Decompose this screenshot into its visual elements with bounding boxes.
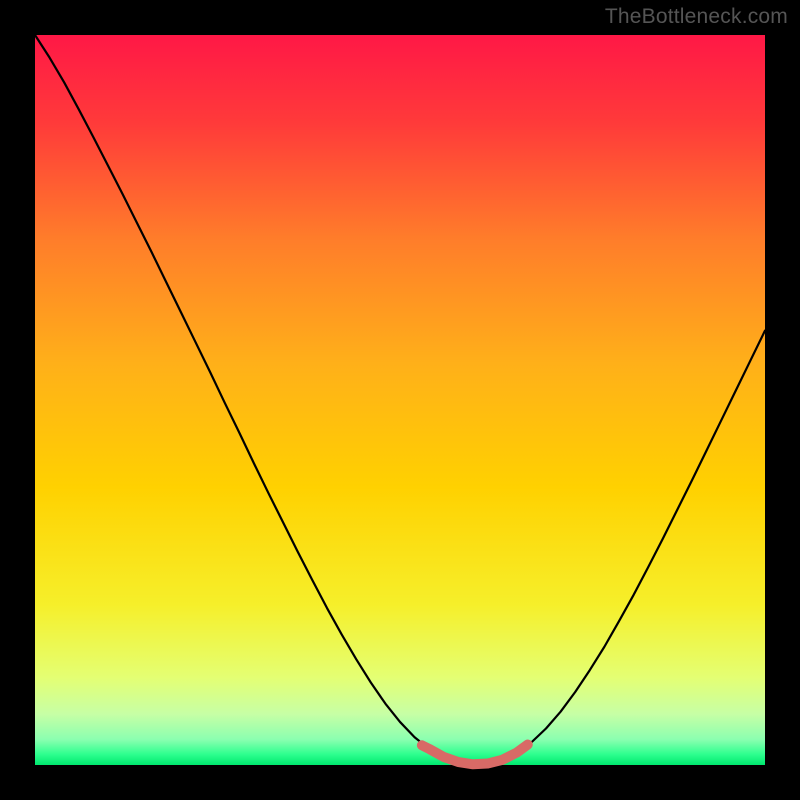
chart-container: TheBottleneck.com [0,0,800,800]
watermark-text: TheBottleneck.com [605,5,788,29]
chart-background [35,35,765,765]
bottleneck-chart [0,0,800,800]
